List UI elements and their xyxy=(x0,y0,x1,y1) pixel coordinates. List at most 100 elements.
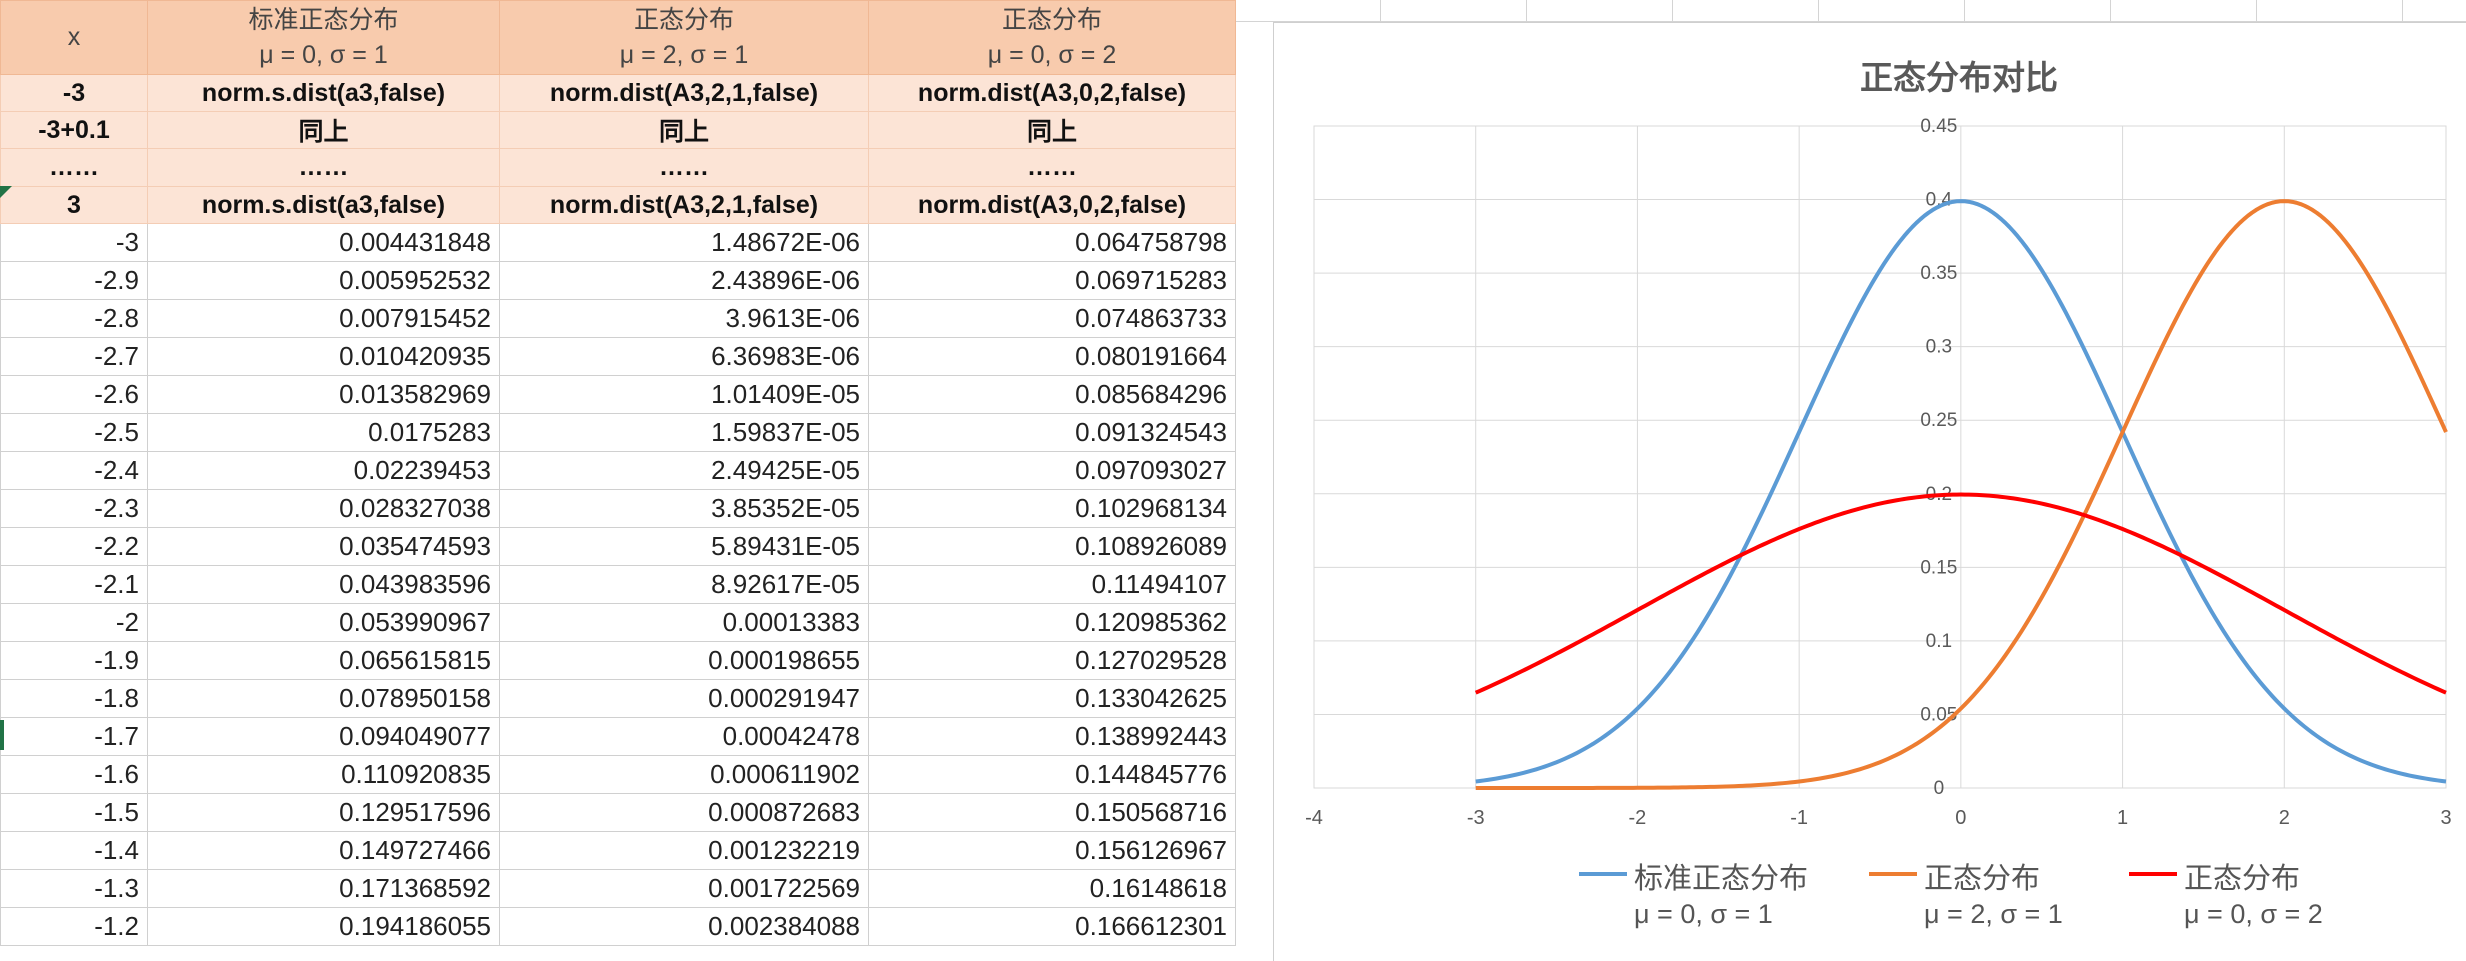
value-cell[interactable]: 0.194186055 xyxy=(147,907,500,946)
formula-cell[interactable]: norm.s.dist(a3,false) xyxy=(147,74,500,112)
x-value-cell[interactable]: -2 xyxy=(0,603,148,642)
x-value-cell[interactable]: -2.4 xyxy=(0,451,148,490)
value-cell[interactable]: 0.080191664 xyxy=(868,337,1236,376)
table-row: -2.4 0.02239453 2.49425E-05 0.097093027 xyxy=(0,451,1236,490)
formula-row: …………………… xyxy=(0,148,1236,187)
value-cell[interactable]: 0.078950158 xyxy=(147,679,500,718)
x-tick-label: -4 xyxy=(1305,807,1323,829)
value-cell[interactable]: 1.59837E-05 xyxy=(499,413,869,452)
value-cell[interactable]: 0.02239453 xyxy=(147,451,500,490)
x-value-cell[interactable]: -1.8 xyxy=(0,679,148,718)
x-value-cell[interactable]: -1.3 xyxy=(0,869,148,908)
value-cell[interactable]: 0.000611902 xyxy=(499,755,869,794)
header-cell-normal-mu2[interactable]: 正态分布 μ = 2, σ = 1 xyxy=(499,0,869,75)
value-cell[interactable]: 0.00042478 xyxy=(499,717,869,756)
x-value-cell[interactable]: -1.7 xyxy=(0,717,148,756)
value-cell[interactable]: 0.166612301 xyxy=(868,907,1236,946)
formula-cell[interactable]: …… xyxy=(868,148,1236,187)
value-cell[interactable]: 0.000291947 xyxy=(499,679,869,718)
x-value-cell[interactable]: -2.1 xyxy=(0,565,148,604)
x-value-cell[interactable]: -2.7 xyxy=(0,337,148,376)
header-cell-standard-normal[interactable]: 标准正态分布 μ = 0, σ = 1 xyxy=(147,0,500,75)
x-value-cell[interactable]: -1.5 xyxy=(0,793,148,832)
formula-cell[interactable]: norm.dist(A3,2,1,false) xyxy=(499,186,869,224)
value-cell[interactable]: 0.127029528 xyxy=(868,641,1236,680)
value-cell[interactable]: 0.150568716 xyxy=(868,793,1236,832)
value-cell[interactable]: 0.000198655 xyxy=(499,641,869,680)
value-cell[interactable]: 0.144845776 xyxy=(868,755,1236,794)
value-cell[interactable]: 0.097093027 xyxy=(868,451,1236,490)
value-cell[interactable]: 3.85352E-05 xyxy=(499,489,869,528)
value-cell[interactable]: 0.11494107 xyxy=(868,565,1236,604)
value-cell[interactable]: 0.065615815 xyxy=(147,641,500,680)
value-cell[interactable]: 2.43896E-06 xyxy=(499,261,869,300)
value-cell[interactable]: 2.49425E-05 xyxy=(499,451,869,490)
header-cell-x[interactable]: x xyxy=(0,0,148,75)
value-cell[interactable]: 0.064758798 xyxy=(868,223,1236,262)
value-cell[interactable]: 0.001722569 xyxy=(499,869,869,908)
value-cell[interactable]: 0.102968134 xyxy=(868,489,1236,528)
x-value-cell[interactable]: -1.4 xyxy=(0,831,148,870)
value-cell[interactable]: 0.149727466 xyxy=(147,831,500,870)
x-value-cell[interactable]: -1.6 xyxy=(0,755,148,794)
formula-cell[interactable]: …… xyxy=(147,148,500,187)
value-cell[interactable]: 0.069715283 xyxy=(868,261,1236,300)
value-cell[interactable]: 0.133042625 xyxy=(868,679,1236,718)
value-cell[interactable]: 0.002384088 xyxy=(499,907,869,946)
formula-cell[interactable]: norm.dist(A3,0,2,false) xyxy=(868,186,1236,224)
value-cell[interactable]: 0.171368592 xyxy=(147,869,500,908)
value-cell[interactable]: 0.013582969 xyxy=(147,375,500,414)
x-value-cell[interactable]: -2.6 xyxy=(0,375,148,414)
formula-cell[interactable]: …… xyxy=(499,148,869,187)
value-cell[interactable]: 8.92617E-05 xyxy=(499,565,869,604)
x-value-cell[interactable]: -2.2 xyxy=(0,527,148,566)
formula-cell[interactable]: 同上 xyxy=(499,111,869,149)
formula-cell[interactable]: 同上 xyxy=(147,111,500,149)
value-cell[interactable]: 0.053990967 xyxy=(147,603,500,642)
value-cell[interactable]: 0.094049077 xyxy=(147,717,500,756)
value-cell[interactable]: 0.108926089 xyxy=(868,527,1236,566)
value-cell[interactable]: 0.001232219 xyxy=(499,831,869,870)
formula-cell[interactable]: norm.dist(A3,0,2,false) xyxy=(868,74,1236,112)
value-cell[interactable]: 0.000872683 xyxy=(499,793,869,832)
value-cell[interactable]: 3.9613E-06 xyxy=(499,299,869,338)
value-cell[interactable]: 0.110920835 xyxy=(147,755,500,794)
value-cell[interactable]: 1.01409E-05 xyxy=(499,375,869,414)
formula-cell[interactable]: 同上 xyxy=(868,111,1236,149)
x-value-cell[interactable]: -2.3 xyxy=(0,489,148,528)
value-cell[interactable]: 0.074863733 xyxy=(868,299,1236,338)
value-cell[interactable]: 0.028327038 xyxy=(147,489,500,528)
formula-cell[interactable]: …… xyxy=(0,148,148,187)
value-cell[interactable]: 0.010420935 xyxy=(147,337,500,376)
value-cell[interactable]: 6.36983E-06 xyxy=(499,337,869,376)
x-value-cell[interactable]: -3 xyxy=(0,223,148,262)
value-cell[interactable]: 0.091324543 xyxy=(868,413,1236,452)
value-cell[interactable]: 0.004431848 xyxy=(147,223,500,262)
value-cell[interactable]: 0.129517596 xyxy=(147,793,500,832)
x-value-cell[interactable]: -1.2 xyxy=(0,907,148,946)
x-value-cell[interactable]: -2.8 xyxy=(0,299,148,338)
value-cell[interactable]: 0.00013383 xyxy=(499,603,869,642)
x-value-cell[interactable]: -2.9 xyxy=(0,261,148,300)
header-cell-normal-sigma2[interactable]: 正态分布 μ = 0, σ = 2 xyxy=(868,0,1236,75)
value-cell[interactable]: 0.035474593 xyxy=(147,527,500,566)
value-cell[interactable]: 0.156126967 xyxy=(868,831,1236,870)
formula-cell[interactable]: norm.dist(A3,2,1,false) xyxy=(499,74,869,112)
chart-panel[interactable]: 正态分布对比 0 0.05 0.1 0.15 0.2 0.25 0.3 0.35 0.4 0.45… xyxy=(1273,22,2466,961)
value-cell[interactable]: 0.138992443 xyxy=(868,717,1236,756)
value-cell[interactable]: 0.0175283 xyxy=(147,413,500,452)
value-cell[interactable]: 0.085684296 xyxy=(868,375,1236,414)
formula-cell[interactable]: norm.s.dist(a3,false) xyxy=(147,186,500,224)
value-cell[interactable]: 5.89431E-05 xyxy=(499,527,869,566)
value-cell[interactable]: 0.007915452 xyxy=(147,299,500,338)
value-cell[interactable]: 0.043983596 xyxy=(147,565,500,604)
x-value-cell[interactable]: -1.9 xyxy=(0,641,148,680)
formula-cell[interactable]: 3 xyxy=(0,186,148,224)
x-value-cell[interactable]: -2.5 xyxy=(0,413,148,452)
value-cell[interactable]: 0.16148618 xyxy=(868,869,1236,908)
value-cell[interactable]: 0.005952532 xyxy=(147,261,500,300)
value-cell[interactable]: 1.48672E-06 xyxy=(499,223,869,262)
value-cell[interactable]: 0.120985362 xyxy=(868,603,1236,642)
formula-cell[interactable]: -3 xyxy=(0,74,148,112)
formula-cell[interactable]: -3+0.1 xyxy=(0,111,148,149)
